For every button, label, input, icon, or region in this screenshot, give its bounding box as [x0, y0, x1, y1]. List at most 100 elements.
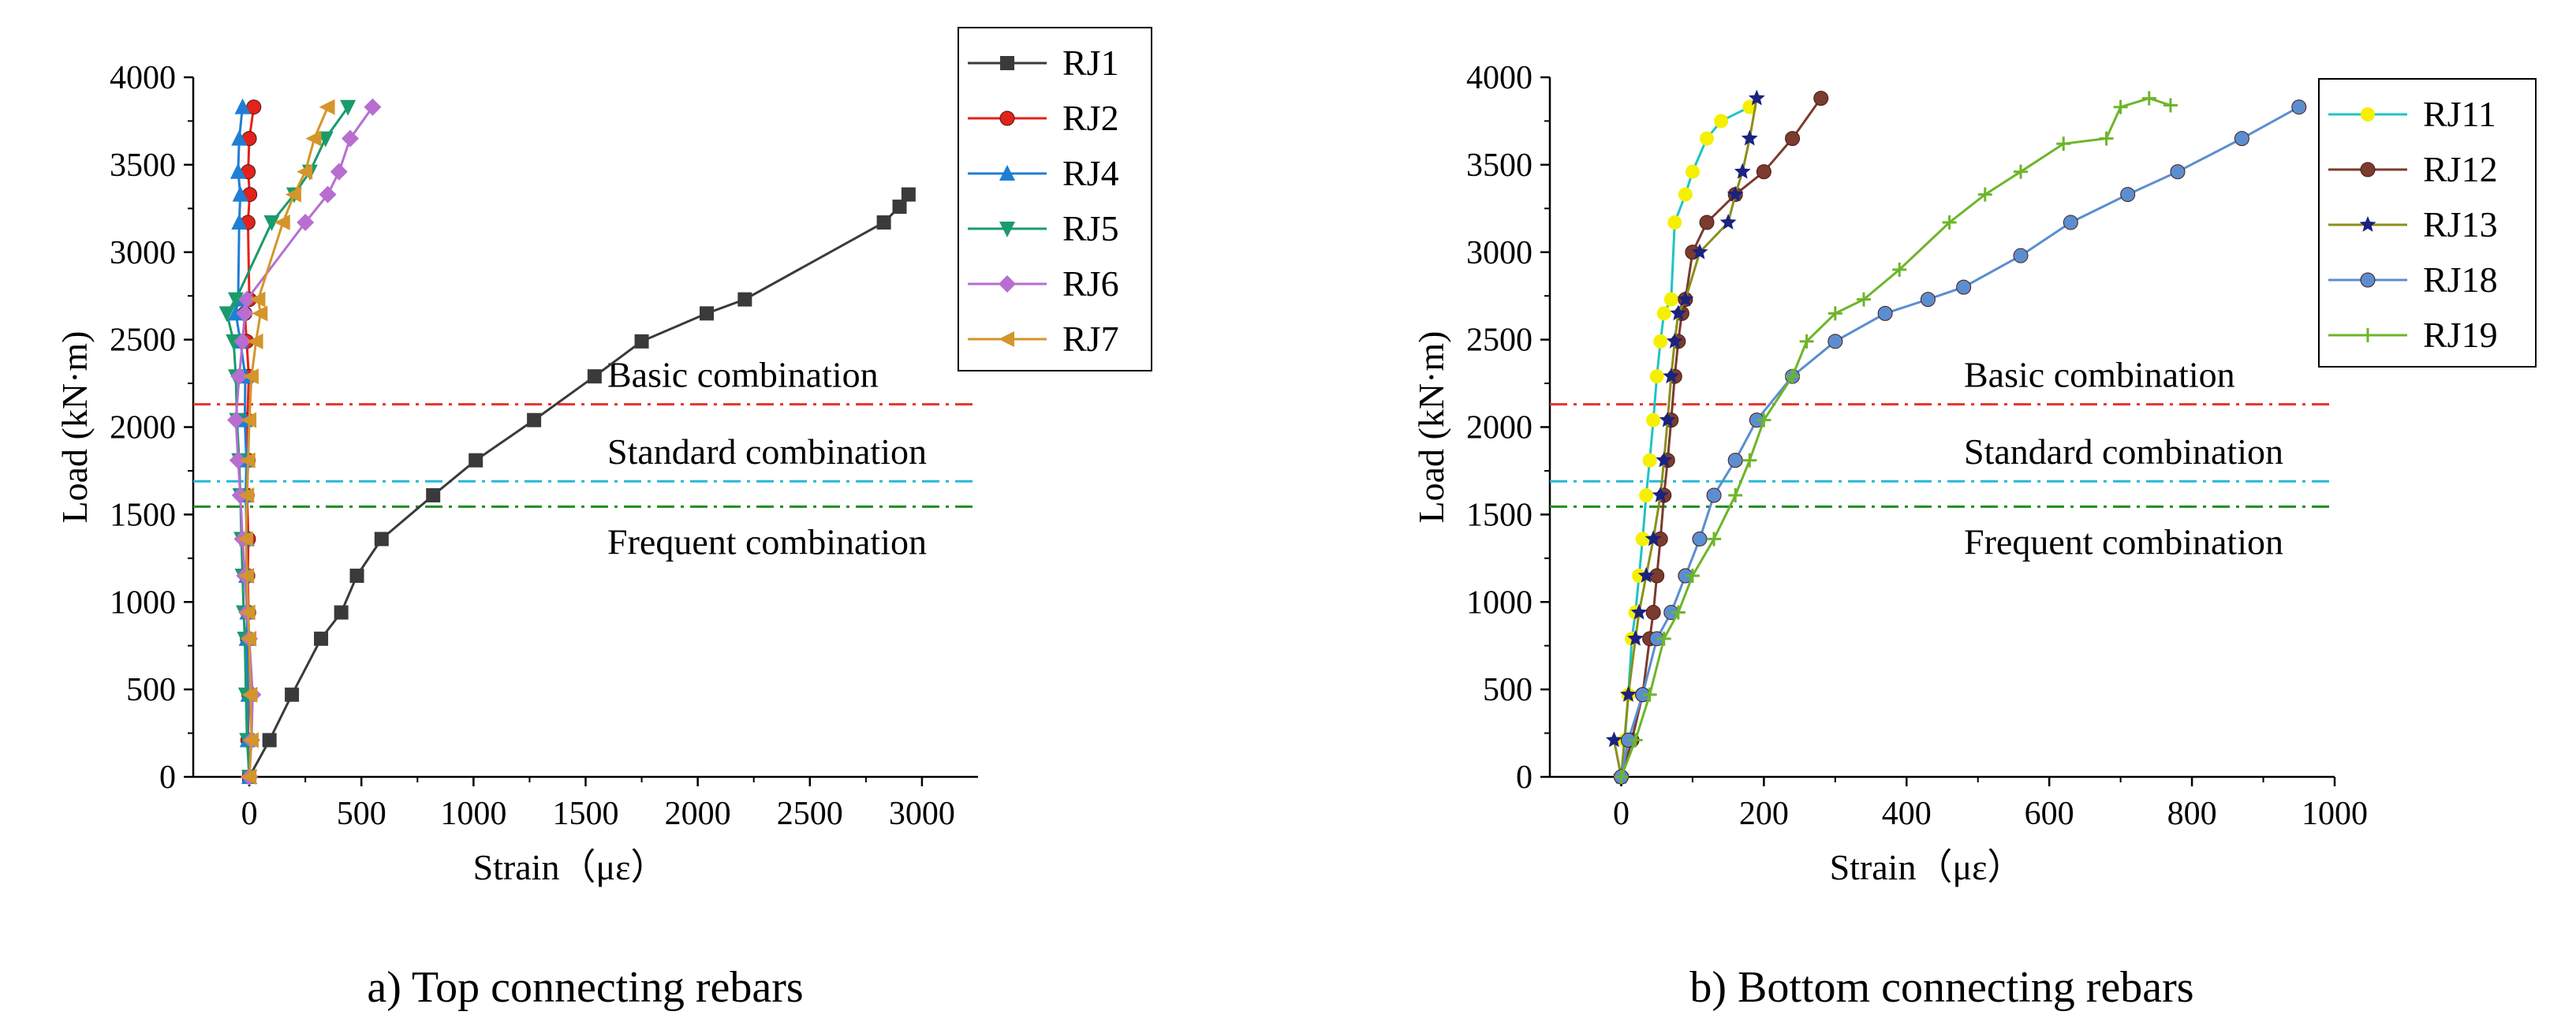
data-point — [1728, 487, 1743, 502]
y-tick-label: 4000 — [110, 60, 176, 96]
data-point — [1652, 487, 1669, 502]
data-point — [252, 305, 268, 322]
legend-label: RJ13 — [2423, 204, 2498, 244]
data-point — [238, 487, 255, 503]
legend-marker — [2359, 216, 2376, 232]
y-tick-label: 3000 — [110, 235, 176, 271]
data-point — [1642, 453, 1657, 468]
data-point — [374, 532, 389, 547]
data-point — [700, 306, 715, 321]
data-point — [305, 130, 322, 147]
legend: RJ11 RJ12 RJ13 RJ18 RJ19 — [2318, 78, 2537, 368]
data-point — [1857, 292, 1871, 307]
data-point — [314, 631, 329, 646]
data-point — [2113, 99, 2128, 114]
legend-label: RJ2 — [1062, 98, 1119, 138]
legend-label: RJ4 — [1062, 153, 1119, 193]
reference-label: Frequent combination — [1964, 521, 2283, 562]
legend-marker — [1000, 56, 1014, 70]
data-point — [892, 200, 907, 215]
data-point — [1635, 532, 1650, 547]
data-point — [1614, 770, 1629, 784]
data-point — [1699, 215, 1715, 230]
data-point — [1620, 685, 1637, 702]
x-tick-label: 2500 — [777, 796, 843, 832]
data-point — [242, 368, 259, 385]
y-tick-label: 2500 — [1466, 323, 1533, 359]
legend-marker — [2360, 162, 2376, 177]
x-tick-label: 1000 — [440, 796, 506, 832]
y-tick-label: 3500 — [1466, 147, 1533, 184]
data-point — [1714, 114, 1729, 129]
data-point — [1656, 306, 1671, 321]
series-RJ1 — [242, 187, 916, 784]
data-point — [230, 162, 246, 179]
data-point — [1741, 129, 1758, 146]
data-point — [237, 531, 253, 547]
legend-label: RJ18 — [2423, 259, 2498, 300]
data-point — [1977, 187, 1992, 202]
y-tick-label: 3000 — [1466, 235, 1533, 271]
data-point — [1707, 532, 1722, 547]
data-point — [228, 292, 245, 308]
series-RJ19 — [1614, 91, 2178, 784]
data-point — [901, 187, 916, 202]
y-tick-label: 2000 — [110, 410, 176, 446]
data-point — [229, 451, 247, 469]
data-point — [1667, 215, 1682, 230]
legend-label: RJ19 — [2423, 315, 2498, 355]
data-point — [1877, 305, 1893, 321]
data-point — [233, 332, 252, 350]
data-point — [1691, 243, 1708, 259]
data-point — [2056, 136, 2071, 151]
data-point — [297, 163, 313, 180]
data-point — [1645, 605, 1661, 621]
data-point — [1645, 530, 1662, 547]
x-tick-label: 0 — [241, 796, 258, 832]
x-tick-label: 500 — [337, 796, 386, 832]
data-point — [1685, 164, 1700, 179]
series-RJ11 — [1614, 99, 1757, 784]
y-tick-label: 500 — [1483, 672, 1533, 708]
data-point — [1727, 185, 1744, 202]
data-point — [274, 215, 290, 231]
data-point — [285, 687, 300, 702]
data-point — [1678, 187, 1693, 202]
legend-marker — [999, 331, 1014, 347]
data-point — [1666, 332, 1683, 349]
data-point — [1727, 453, 1743, 468]
y-tick-label: 3500 — [110, 147, 176, 184]
data-point — [242, 732, 259, 748]
data-point — [1605, 731, 1622, 748]
data-point — [263, 215, 280, 232]
legend-marker — [999, 110, 1015, 126]
data-point — [2141, 91, 2156, 106]
data-point — [1813, 91, 1829, 106]
data-point — [236, 304, 254, 323]
data-point — [2291, 99, 2307, 115]
data-point — [2120, 187, 2136, 203]
data-point — [2014, 164, 2028, 179]
y-tick-label: 0 — [159, 760, 176, 796]
legend-label: RJ5 — [1062, 208, 1119, 248]
data-point — [342, 129, 359, 147]
x-tick-label: 1000 — [2302, 796, 2368, 832]
x-tick-label: 600 — [2025, 796, 2074, 832]
data-point — [1799, 334, 1814, 349]
reference-label: Basic combination — [1964, 355, 2235, 395]
panel-top-rebars: 0 500 1000 1500 2000 2500 3000 3500 4000 0 500 1000… — [54, 27, 1152, 1012]
y-tick-label: 2000 — [1466, 410, 1533, 446]
data-point — [285, 186, 301, 203]
data-point — [1892, 262, 1907, 277]
data-point — [1649, 369, 1664, 384]
x-tick-label: 1500 — [553, 796, 619, 832]
legend-label: RJ7 — [1062, 319, 1119, 359]
x-tick-label: 800 — [2167, 796, 2217, 832]
series-line — [234, 106, 374, 778]
reference-label: Frequent combination — [607, 521, 927, 562]
reference-label: Standard combination — [607, 431, 927, 472]
legend-marker — [999, 275, 1016, 293]
data-point — [262, 733, 277, 748]
data-point — [2163, 98, 2178, 113]
y-tick-label: 1500 — [110, 497, 176, 533]
